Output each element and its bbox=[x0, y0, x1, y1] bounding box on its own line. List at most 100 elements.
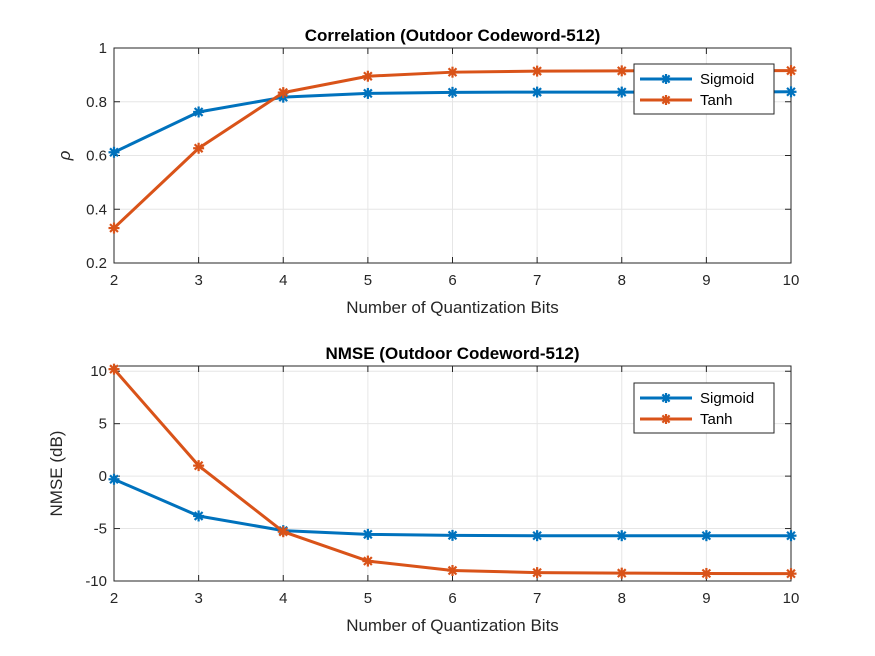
marker-stroke bbox=[109, 474, 119, 485]
marker-stroke bbox=[363, 556, 373, 566]
legend-label: Sigmoid bbox=[700, 390, 754, 407]
data-point bbox=[108, 146, 120, 158]
legend: Sigmoid Tanh bbox=[633, 63, 775, 115]
data-point bbox=[616, 567, 628, 579]
data-point bbox=[108, 363, 120, 375]
marker-stroke bbox=[786, 568, 796, 579]
data-point bbox=[277, 87, 289, 99]
x-tick-label: 6 bbox=[448, 590, 456, 607]
marker-stroke bbox=[193, 107, 204, 117]
y-tick-label: 5 bbox=[99, 416, 107, 433]
data-point bbox=[700, 567, 712, 579]
marker-stroke bbox=[786, 65, 796, 76]
marker-stroke bbox=[109, 147, 119, 158]
legend-box bbox=[633, 382, 775, 434]
data-point bbox=[193, 142, 205, 154]
marker-stroke bbox=[193, 511, 204, 521]
marker-stroke bbox=[109, 223, 119, 233]
marker-stroke bbox=[786, 87, 796, 97]
y-tick-label: 0 bbox=[99, 468, 107, 485]
marker-stroke bbox=[701, 568, 712, 579]
x-tick-label: 4 bbox=[279, 272, 287, 289]
marker-stroke bbox=[363, 529, 373, 540]
marker-stroke bbox=[363, 71, 373, 81]
legend-label: Tanh bbox=[700, 411, 733, 428]
series-tanh bbox=[108, 363, 797, 580]
x-tick-label: 5 bbox=[364, 272, 372, 289]
y-tick-label: 0.4 bbox=[86, 201, 107, 218]
x-tick-label: 5 bbox=[364, 590, 372, 607]
marker-stroke bbox=[532, 87, 542, 97]
data-point bbox=[277, 526, 289, 538]
y-tick-label: -5 bbox=[94, 521, 107, 538]
marker-stroke bbox=[661, 95, 671, 105]
legend-marker bbox=[661, 414, 671, 424]
marker-stroke bbox=[447, 565, 458, 576]
data-point bbox=[531, 567, 543, 579]
data-point bbox=[108, 222, 120, 234]
marker-stroke bbox=[617, 87, 627, 97]
legend-label: Sigmoid bbox=[700, 71, 754, 88]
legend-marker bbox=[661, 74, 671, 84]
data-point bbox=[616, 86, 628, 98]
marker-stroke bbox=[617, 66, 627, 76]
legend: Sigmoid Tanh bbox=[633, 382, 775, 434]
y-tick-label: 10 bbox=[90, 363, 107, 380]
marker-stroke bbox=[109, 364, 119, 374]
x-tick-label: 10 bbox=[783, 590, 800, 607]
x-axis-label: Number of Quantization Bits bbox=[346, 298, 559, 317]
marker-stroke bbox=[447, 87, 458, 98]
x-tick-label: 10 bbox=[783, 272, 800, 289]
data-point bbox=[362, 528, 374, 540]
data-point bbox=[531, 86, 543, 98]
y-tick-label: 0.2 bbox=[86, 255, 107, 272]
marker-stroke bbox=[278, 526, 288, 537]
data-point bbox=[616, 65, 628, 77]
marker-stroke bbox=[193, 143, 204, 153]
nmse-chart: 2 3 4 5 6 7 8 9 10 -10 -5 0 5 10 NMSE (Outdoor Codewor… bbox=[47, 344, 799, 635]
correlation-chart: 2 3 4 5 6 7 8 9 10 0.2 0.4 0.6 0.8 1 Correlation (Outd… bbox=[55, 26, 799, 317]
marker-stroke bbox=[363, 88, 373, 99]
data-point bbox=[616, 530, 628, 542]
x-tick-label: 7 bbox=[533, 272, 541, 289]
data-point bbox=[785, 568, 797, 580]
x-axis-label: Number of Quantization Bits bbox=[346, 616, 559, 635]
legend-box bbox=[633, 63, 775, 115]
x-tick-label: 2 bbox=[110, 272, 118, 289]
marker-stroke bbox=[532, 567, 542, 578]
x-tick-label: 7 bbox=[533, 590, 541, 607]
y-tick-label: 0.8 bbox=[86, 94, 107, 111]
legend-marker bbox=[661, 95, 671, 105]
x-tick-label: 9 bbox=[702, 272, 710, 289]
data-point bbox=[531, 530, 543, 542]
data-point bbox=[362, 87, 374, 99]
x-tick-label: 8 bbox=[618, 590, 626, 607]
marker-stroke bbox=[786, 530, 796, 541]
marker-stroke bbox=[447, 530, 458, 541]
x-tick-label: 9 bbox=[702, 590, 710, 607]
data-point bbox=[362, 555, 374, 567]
y-tick-label: -10 bbox=[85, 573, 107, 590]
data-point bbox=[193, 106, 205, 118]
y-axis-label: NMSE (dB) bbox=[47, 431, 66, 517]
data-point bbox=[700, 530, 712, 542]
marker-stroke bbox=[532, 66, 542, 76]
marker-stroke bbox=[617, 568, 627, 578]
data-point bbox=[447, 529, 458, 541]
data-point bbox=[447, 86, 458, 98]
data-point bbox=[108, 473, 120, 485]
data-point bbox=[531, 65, 543, 77]
marker-stroke bbox=[617, 530, 627, 541]
marker-stroke bbox=[661, 74, 671, 84]
x-tick-label: 3 bbox=[194, 272, 202, 289]
legend-label: Tanh bbox=[700, 92, 733, 109]
series-sigmoid bbox=[108, 473, 797, 542]
x-tick-label: 8 bbox=[618, 272, 626, 289]
y-axis-label: ρ bbox=[55, 150, 74, 161]
marker-stroke bbox=[447, 67, 458, 77]
x-tick-label: 3 bbox=[194, 590, 202, 607]
x-tick-label: 4 bbox=[279, 590, 287, 607]
marker-stroke bbox=[661, 393, 671, 403]
y-tick-label: 1 bbox=[99, 40, 107, 57]
data-point bbox=[785, 86, 797, 98]
